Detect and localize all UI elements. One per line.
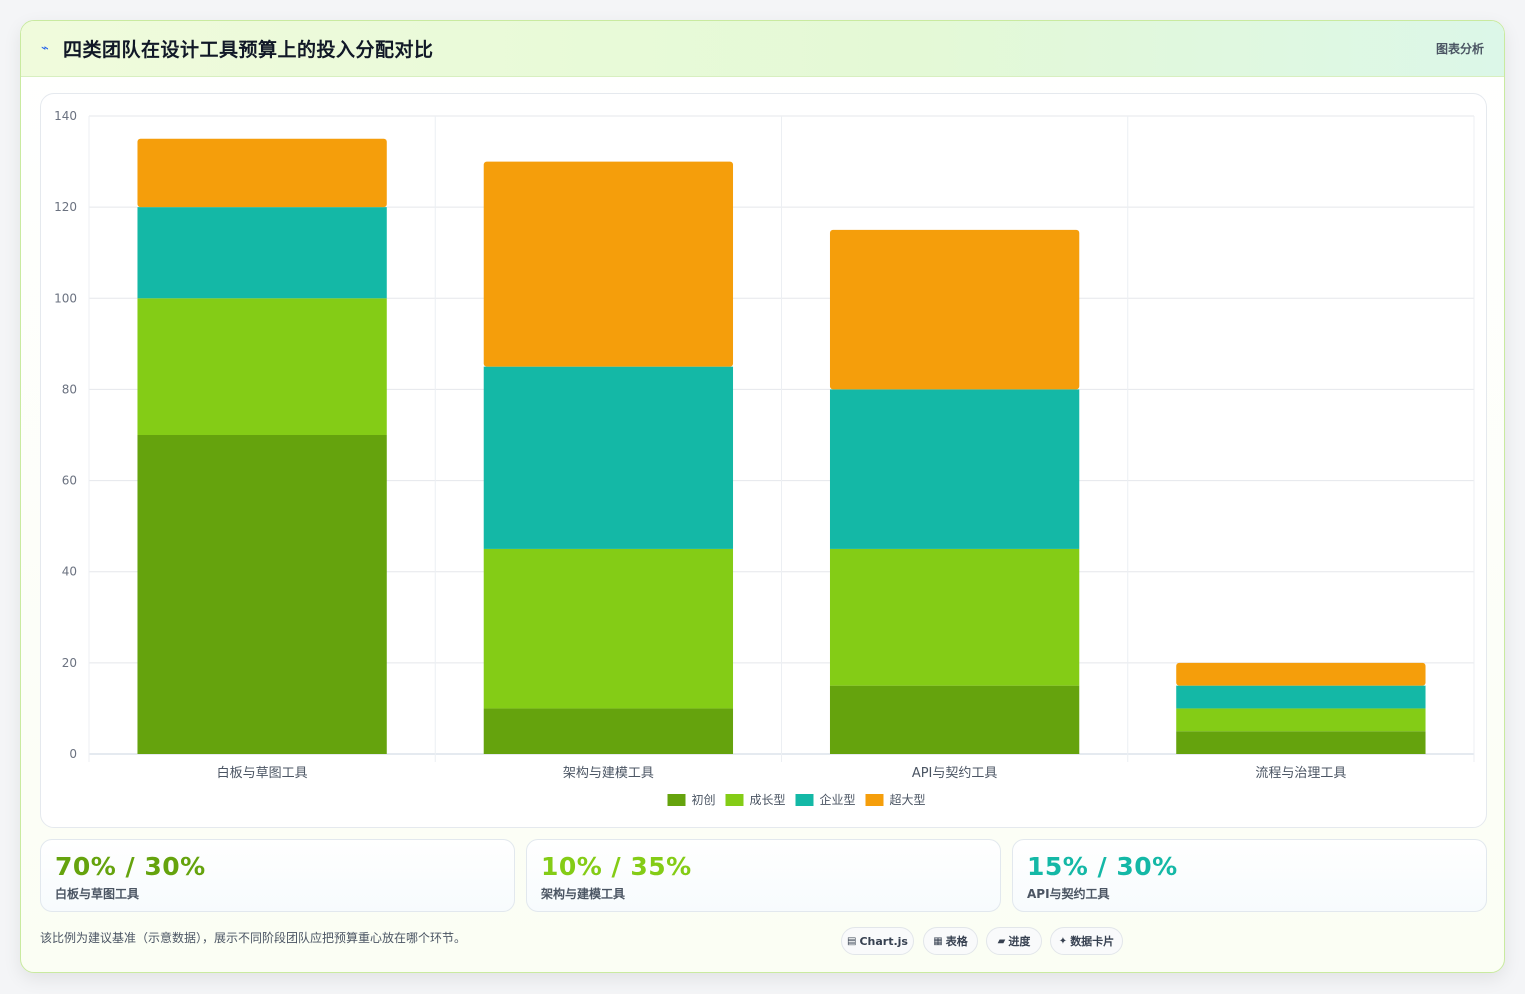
bar-segment: [1176, 662, 1426, 686]
x-tick-label: 流程与治理工具: [1255, 766, 1346, 781]
chip-table[interactable]: ▦ 表格: [923, 927, 978, 955]
chip-data-card[interactable]: ✦ 数据卡片: [1050, 927, 1123, 955]
stat-card-architecture: 10% / 35% 架构与建模工具: [526, 839, 1001, 912]
chart-line-icon: ⌁: [41, 41, 49, 56]
chip-progress[interactable]: ▰ 进度: [986, 927, 1042, 955]
stat-value: 10% / 35%: [541, 852, 692, 881]
bar-segment: [137, 138, 387, 208]
table-icon: ▦: [933, 935, 943, 947]
bar-segment: [829, 548, 1080, 686]
bar-segment: [829, 229, 1080, 390]
legend-label: 企业型: [820, 792, 856, 807]
bar-segment: [483, 161, 734, 367]
legend-swatch: [725, 794, 744, 806]
stat-card-api: 15% / 30% API与契约工具: [1012, 839, 1487, 912]
y-tick-label: 20: [62, 656, 77, 670]
legend-swatch: [667, 794, 686, 806]
legend-label: 超大型: [890, 792, 926, 807]
chart-card: ⌁ 四类团队在设计工具预算上的投入分配对比 图表分析 0 20 40 60 80 100 1…: [20, 20, 1505, 973]
x-tick-label: API与契约工具: [912, 766, 998, 781]
y-tick-label: 0: [69, 747, 77, 761]
stat-label: API与契约工具: [1027, 887, 1110, 901]
bar-segment: [483, 708, 734, 754]
chart-container: 0 20 40 60 80 100 120 140 白板与草图工具 架构与建模工具 API与契约工具…: [40, 93, 1487, 828]
page-title: 四类团队在设计工具预算上的投入分配对比: [63, 39, 434, 61]
bar-segment: [829, 685, 1080, 754]
stat-cards: 70% / 30% 白板与草图工具 10% / 35% 架构与建模工具 15% …: [40, 839, 1487, 912]
legend-label: 成长型: [750, 793, 786, 807]
stat-value: 70% / 30%: [55, 852, 206, 881]
chip-label: Chart.js: [859, 934, 908, 948]
stat-card-whiteboard: 70% / 30% 白板与草图工具: [40, 839, 515, 912]
y-tick-label: 60: [62, 474, 77, 488]
chip-chartjs[interactable]: ▤ Chart.js: [841, 927, 914, 955]
card-header: ⌁ 四类团队在设计工具预算上的投入分配对比 图表分析: [21, 21, 1504, 77]
bar-segment: [137, 298, 387, 435]
y-tick-label: 140: [54, 109, 77, 123]
chip-label: 进度: [1008, 935, 1031, 948]
bar-segment: [483, 548, 734, 709]
stat-value: 15% / 30%: [1027, 852, 1178, 881]
x-tick-label: 架构与建模工具: [563, 766, 654, 781]
bar-segment: [829, 389, 1080, 549]
x-tick-label: 白板与草图工具: [217, 765, 308, 781]
legend-label: 初创: [692, 793, 716, 807]
stat-label: 白板与草图工具: [55, 887, 140, 901]
bar-segment: [137, 435, 387, 754]
progress-icon: ▰: [997, 935, 1006, 947]
chart-icon: ▤: [847, 935, 857, 947]
chip-label: 数据卡片: [1070, 935, 1115, 948]
chart-type-badge: 图表分析: [1435, 42, 1484, 56]
y-tick-label: 100: [54, 291, 77, 305]
legend-swatch: [865, 794, 884, 806]
y-tick-label: 40: [62, 565, 77, 579]
sparkle-icon: ✦: [1058, 935, 1068, 947]
bar-segment: [1176, 731, 1426, 754]
bar-segment: [137, 207, 387, 299]
footnote: 该比例为建议基准（示意数据），展示不同阶段团队应把预算重心放在哪个环节。: [40, 931, 467, 945]
legend-swatch: [795, 794, 814, 806]
stat-label: 架构与建模工具: [541, 887, 626, 901]
bar-segment: [483, 366, 734, 549]
y-tick-label: 120: [54, 200, 77, 214]
chip-label: 表格: [945, 935, 968, 948]
y-tick-label: 80: [62, 382, 77, 396]
bar-segment: [1176, 708, 1426, 732]
bar-segment: [1176, 685, 1426, 709]
stacked-bar-chart: 0 20 40 60 80 100 120 140 白板与草图工具 架构与建模工具 API与契约工具…: [54, 109, 1475, 807]
